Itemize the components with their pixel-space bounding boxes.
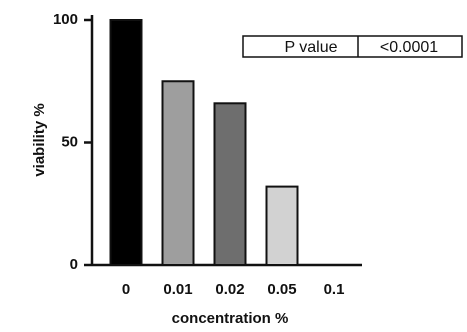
y-tick-label: 50 bbox=[61, 133, 78, 150]
p-value-table-border bbox=[242, 35, 463, 58]
x-tick-label: 0.01 bbox=[163, 281, 192, 298]
x-axis-title: concentration % bbox=[172, 310, 289, 327]
bar-0.05 bbox=[265, 185, 299, 267]
p-value-result: <0.0001 bbox=[380, 39, 438, 56]
x-tick-label: 0.02 bbox=[215, 281, 244, 298]
p-value-label: P value bbox=[284, 39, 337, 56]
y-axis-title: viability % bbox=[31, 103, 48, 176]
bar-0.01 bbox=[161, 80, 195, 266]
bar-0 bbox=[109, 19, 143, 266]
x-tick-label: 0.1 bbox=[324, 281, 345, 298]
bars-group bbox=[109, 19, 299, 267]
y-ticks-group: 0 50 100 bbox=[53, 11, 92, 273]
p-value-table: P value <0.0001 bbox=[242, 35, 463, 58]
x-tick-label: 0 bbox=[122, 281, 130, 298]
x-ticks-group: 0 0.01 0.02 0.05 0.1 bbox=[122, 281, 345, 298]
y-tick-label: 100 bbox=[53, 11, 78, 28]
bar-0.02 bbox=[213, 102, 247, 266]
y-tick-label: 0 bbox=[70, 256, 78, 273]
x-tick-label: 0.05 bbox=[267, 281, 296, 298]
